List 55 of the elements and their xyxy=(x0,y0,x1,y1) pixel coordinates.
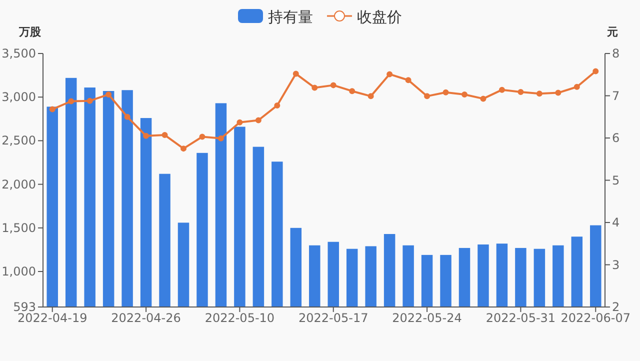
x-tick-label: 2022-04-19 xyxy=(17,311,88,325)
point xyxy=(442,89,449,96)
y-tick-label: 593 xyxy=(13,300,36,314)
x-tick-label: 2022-05-17 xyxy=(298,311,368,325)
point xyxy=(68,98,74,104)
point xyxy=(274,102,280,108)
point xyxy=(330,82,336,88)
y2-tick-label: 2 xyxy=(612,300,620,314)
x-tick-label: 2022-05-31 xyxy=(486,311,556,325)
point xyxy=(199,134,206,140)
point xyxy=(218,135,224,142)
point xyxy=(518,88,524,95)
point xyxy=(49,106,56,112)
point xyxy=(236,119,243,126)
point xyxy=(255,117,262,124)
y2-tick-label: 5 xyxy=(612,173,620,188)
point xyxy=(124,114,130,120)
x-tick-label: 2022-06-07 xyxy=(560,311,631,325)
legend-label: 收盘价 xyxy=(357,8,402,26)
point xyxy=(498,86,505,93)
point xyxy=(386,71,393,78)
point xyxy=(86,98,93,104)
legend-label: 持有量 xyxy=(268,8,313,26)
y-tick-label: 3,000 xyxy=(2,90,36,104)
point xyxy=(480,96,486,102)
point xyxy=(462,91,468,98)
y-tick-label: 1,000 xyxy=(2,264,36,279)
point xyxy=(536,90,542,97)
y2-axis-title: 元 xyxy=(606,26,618,38)
y-tick-label: 1,500 xyxy=(2,220,36,235)
y2-tick-label: 6 xyxy=(612,131,620,145)
y-axis-title: 万股 xyxy=(18,26,42,38)
point xyxy=(106,91,112,98)
point xyxy=(405,77,412,84)
point xyxy=(555,90,562,96)
y-tick-label: 3,500 xyxy=(2,46,36,60)
point xyxy=(349,88,356,94)
y2-tick-label: 4 xyxy=(612,216,620,230)
x-tick-label: 2022-04-26 xyxy=(111,311,181,325)
y2-tick-label: 7 xyxy=(612,88,620,103)
point xyxy=(180,146,186,152)
point xyxy=(592,68,599,74)
point xyxy=(292,70,299,77)
x-tick-label: 2022-05-10 xyxy=(204,311,275,325)
y2-tick-label: 3 xyxy=(612,258,620,272)
x-tick-label: 2022-05-24 xyxy=(392,311,462,325)
point xyxy=(312,84,318,91)
y2-tick-label: 8 xyxy=(612,46,620,60)
point xyxy=(574,84,580,90)
y-tick-label: 2,000 xyxy=(2,177,36,192)
point xyxy=(143,132,150,139)
point xyxy=(424,93,430,100)
y-tick-label: 2,500 xyxy=(2,134,36,148)
point xyxy=(162,132,168,138)
point xyxy=(368,93,374,100)
